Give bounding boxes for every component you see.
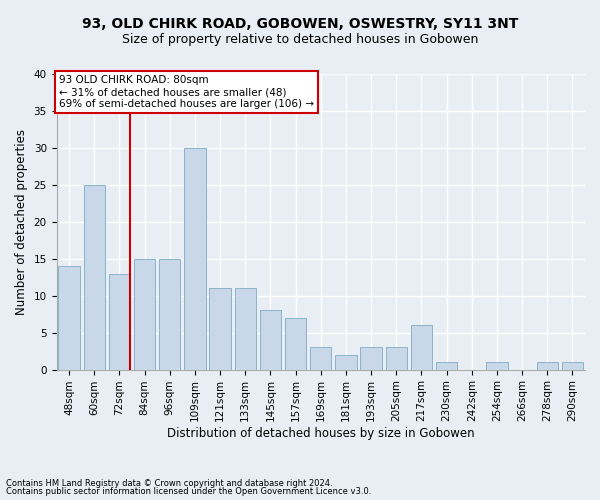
Bar [235, 288, 256, 370]
Bar [536, 362, 558, 370]
Bar [83, 185, 105, 370]
Bar [386, 348, 407, 370]
Bar [335, 355, 356, 370]
Bar [361, 348, 382, 370]
Bar [562, 362, 583, 370]
Bar [209, 288, 231, 370]
Bar [260, 310, 281, 370]
Bar [486, 362, 508, 370]
Bar [109, 274, 130, 370]
Bar [310, 348, 331, 370]
X-axis label: Distribution of detached houses by size in Gobowen: Distribution of detached houses by size … [167, 427, 475, 440]
Bar [159, 258, 181, 370]
Text: 93, OLD CHIRK ROAD, GOBOWEN, OSWESTRY, SY11 3NT: 93, OLD CHIRK ROAD, GOBOWEN, OSWESTRY, S… [82, 18, 518, 32]
Bar [134, 258, 155, 370]
Bar [58, 266, 80, 370]
Bar [436, 362, 457, 370]
Bar [285, 318, 306, 370]
Y-axis label: Number of detached properties: Number of detached properties [15, 129, 28, 315]
Bar [184, 148, 206, 370]
Text: 93 OLD CHIRK ROAD: 80sqm
← 31% of detached houses are smaller (48)
69% of semi-d: 93 OLD CHIRK ROAD: 80sqm ← 31% of detach… [59, 76, 314, 108]
Text: Size of property relative to detached houses in Gobowen: Size of property relative to detached ho… [122, 32, 478, 46]
Text: Contains HM Land Registry data © Crown copyright and database right 2024.: Contains HM Land Registry data © Crown c… [6, 478, 332, 488]
Bar [411, 326, 432, 370]
Text: Contains public sector information licensed under the Open Government Licence v3: Contains public sector information licen… [6, 487, 371, 496]
